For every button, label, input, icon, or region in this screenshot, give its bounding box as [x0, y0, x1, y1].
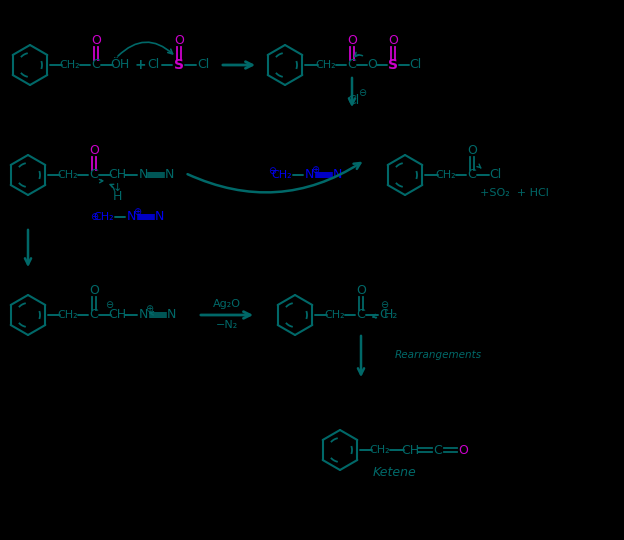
Text: ⊕: ⊕: [133, 207, 141, 217]
Text: N: N: [167, 308, 176, 321]
Text: N: N: [333, 168, 342, 181]
Text: C: C: [92, 58, 100, 71]
Text: ⊕: ⊕: [145, 304, 153, 314]
Text: CH: CH: [108, 308, 126, 321]
Text: +SO₂  + HCl: +SO₂ + HCl: [480, 188, 549, 198]
Text: CH₂: CH₂: [57, 170, 79, 180]
Text: Cl: Cl: [147, 58, 159, 71]
Text: O: O: [367, 58, 377, 71]
Text: Cl: Cl: [197, 58, 209, 71]
Text: C: C: [357, 308, 366, 321]
Text: ⊕: ⊕: [311, 165, 319, 175]
Text: O: O: [467, 145, 477, 158]
Text: N: N: [139, 308, 148, 321]
Text: N: N: [164, 168, 173, 181]
Text: Cl: Cl: [347, 94, 359, 107]
Text: O: O: [89, 285, 99, 298]
Text: CH₂: CH₂: [436, 170, 456, 180]
Text: CH: CH: [108, 168, 126, 181]
Text: H₂: H₂: [384, 308, 398, 321]
Text: CH₂: CH₂: [324, 310, 345, 320]
Text: C: C: [467, 168, 476, 181]
Text: O: O: [89, 145, 99, 158]
Text: ↓: ↓: [112, 183, 122, 193]
Text: N: N: [154, 211, 163, 224]
Text: −N₂: −N₂: [216, 320, 238, 330]
Text: S: S: [174, 58, 184, 72]
Text: CH: CH: [401, 443, 419, 456]
Text: CH₂: CH₂: [57, 310, 79, 320]
Text: ⊖: ⊖: [268, 166, 276, 176]
Text: H: H: [112, 191, 122, 204]
Text: N: N: [126, 211, 135, 224]
Text: O: O: [458, 443, 468, 456]
Text: O: O: [356, 285, 366, 298]
Text: CH₂: CH₂: [94, 212, 114, 222]
Text: Cl: Cl: [489, 168, 501, 181]
Text: C: C: [379, 308, 388, 321]
Text: S: S: [388, 58, 398, 72]
Text: C: C: [348, 58, 356, 71]
Text: ⊖: ⊖: [380, 300, 388, 310]
Text: O: O: [91, 33, 101, 46]
Text: O: O: [174, 33, 184, 46]
Text: CH₂: CH₂: [369, 445, 391, 455]
Text: CH₂: CH₂: [316, 60, 336, 70]
Text: ⊖: ⊖: [358, 88, 366, 98]
Text: ⊖: ⊖: [105, 300, 113, 310]
Text: C: C: [90, 308, 99, 321]
Text: N: N: [139, 168, 148, 181]
Text: Cl: Cl: [409, 58, 421, 71]
Text: C: C: [434, 443, 442, 456]
Text: Rearrangements: Rearrangements: [395, 350, 482, 360]
Text: Ag₂O: Ag₂O: [213, 299, 241, 309]
Text: C: C: [90, 168, 99, 181]
Text: O: O: [388, 33, 398, 46]
Text: CH₂: CH₂: [271, 170, 292, 180]
Text: ÖH: ÖH: [110, 58, 130, 71]
Text: +: +: [134, 58, 146, 72]
Text: CH₂: CH₂: [60, 60, 80, 70]
Text: ⊖: ⊖: [90, 212, 98, 222]
Text: O: O: [347, 33, 357, 46]
Text: N: N: [305, 168, 314, 181]
Text: Ketene: Ketene: [373, 465, 417, 478]
